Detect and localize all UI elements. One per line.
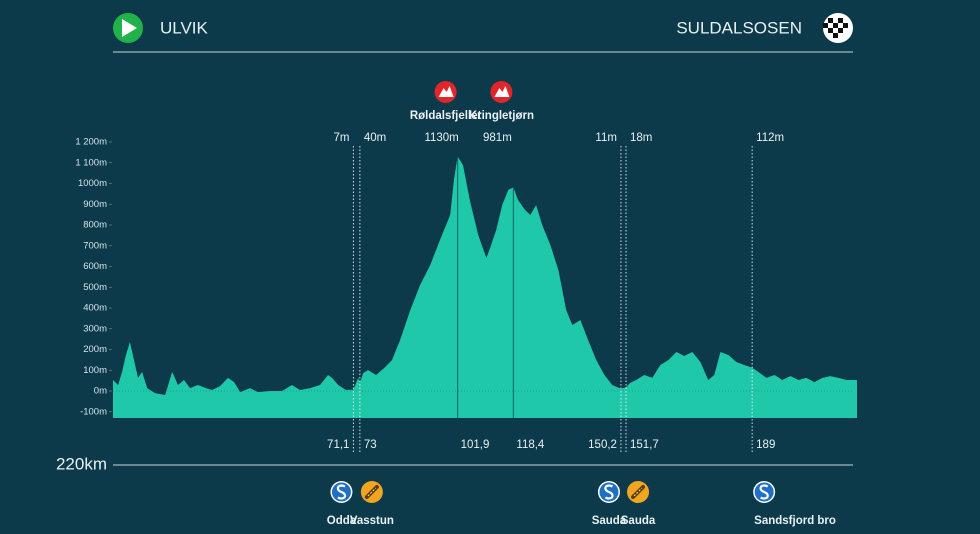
climb-name: Kringletjørn: [469, 110, 534, 122]
climb-icon: [490, 81, 513, 103]
feed-icon-bar-hi: [367, 487, 377, 497]
place-name: Vasstun: [350, 515, 394, 527]
place-name: Sandsfjord bro: [754, 515, 836, 527]
climb-icon: [434, 81, 457, 103]
climb-name: Røldalsfjellet: [410, 110, 482, 122]
y-tick-label: 1 200m: [75, 137, 107, 148]
y-tick-label: 900m: [83, 199, 107, 210]
y-tick-label: 0m: [94, 386, 107, 397]
distance-label: 220km: [56, 454, 107, 473]
km-label: 101,9: [461, 439, 490, 451]
sprint-icon-s: [759, 484, 769, 500]
finish-icon: [823, 13, 853, 43]
place-icon: [753, 481, 776, 503]
y-tick-label: 1 100m: [75, 157, 107, 168]
feed-icon-bar-hi: [633, 487, 643, 497]
elevation-label: 112m: [756, 132, 784, 144]
y-tick-label: 500m: [83, 282, 107, 293]
finish-name: SULDALSOSEN: [676, 18, 802, 37]
place-name: Odda: [327, 515, 357, 527]
km-label: 71,1: [327, 439, 349, 451]
elevation-area: [113, 156, 857, 418]
y-tick-label: 600m: [83, 261, 107, 272]
y-tick-label: -100m: [80, 406, 107, 417]
y-tick-label: 100m: [83, 365, 107, 376]
place-name: Sauda: [621, 515, 656, 527]
elevation-label: 18m: [630, 132, 652, 144]
elevation-label: 7m: [333, 132, 349, 144]
y-tick-label: 200m: [83, 344, 107, 355]
y-tick-label: 800m: [83, 220, 107, 231]
place-icon: [360, 481, 383, 503]
km-label: 118,4: [516, 439, 545, 451]
climb-icon-mountain: [438, 86, 454, 97]
elevation-label: 981m: [483, 132, 512, 144]
y-tick-label: 400m: [83, 303, 107, 314]
start-icon: [113, 13, 143, 43]
y-tick-label: 700m: [83, 240, 107, 251]
km-label: 150,2: [588, 439, 617, 451]
km-label: 189: [756, 439, 775, 451]
start-name: ULVIK: [160, 18, 209, 37]
climb-icon-mountain: [494, 86, 510, 97]
elevation-label: 1130m: [424, 132, 458, 144]
elevation-label: 11m: [595, 132, 617, 144]
place-name: Sauda: [592, 515, 627, 527]
place-icon: [627, 481, 650, 503]
km-label: 151,7: [630, 439, 659, 451]
place-icon: [330, 481, 353, 503]
elevation-label: 40m: [364, 132, 386, 144]
place-icon: [597, 481, 620, 503]
y-tick-label: 300m: [83, 323, 107, 334]
sprint-icon-s: [604, 484, 614, 500]
y-tick-label: 1000m: [78, 178, 107, 189]
sprint-icon-s: [336, 484, 347, 500]
km-label: 73: [364, 439, 377, 451]
